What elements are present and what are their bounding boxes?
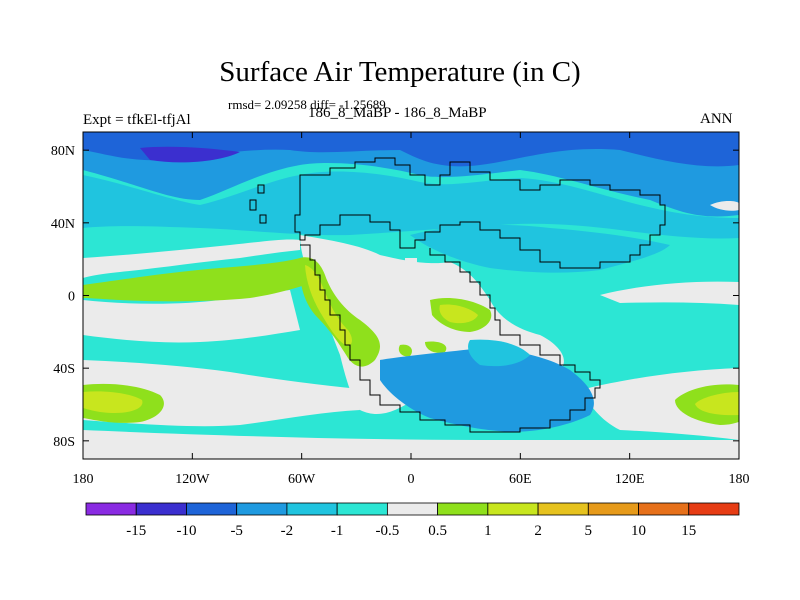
y-tick-label: 80S [53, 435, 75, 450]
coastline-south [300, 244, 601, 433]
colorbar: -15 -10 -5 -2 -1 -0.5 0.5 1 2 5 10 15 [85, 502, 740, 539]
y-tick-label: 40S [53, 362, 75, 377]
x-tick-label: 120E [615, 472, 645, 487]
colorbar-label: -15 [126, 523, 146, 539]
contour-field [83, 132, 739, 459]
x-tick-label: 60W [288, 472, 316, 487]
colorbar-label: -0.5 [376, 523, 400, 539]
field-equatorial-neutral [83, 290, 300, 343]
field-positive-yellow-east [439, 304, 478, 324]
season-label: ANN [700, 111, 733, 127]
field-arctic-min [140, 146, 240, 163]
colorbar-swatch [688, 502, 740, 516]
coastline-island-1 [257, 184, 265, 194]
colorbar-swatch [638, 502, 690, 516]
y-tick-label: 0 [68, 290, 75, 305]
y-tick-label: 80N [51, 144, 75, 159]
field-patch-1 [405, 258, 417, 268]
colorbar-swatch [135, 502, 187, 516]
field-southeast-yellow [695, 392, 739, 416]
field-southwest-yellow [83, 391, 143, 413]
field-positive-green-west [83, 258, 305, 302]
colorbar-label: 15 [681, 523, 696, 539]
field-subpolar-light [83, 171, 739, 239]
x-tick-label: 0 [408, 472, 415, 487]
colorbar-label: 5 [585, 523, 593, 539]
colorbar-label: -2 [281, 523, 294, 539]
colorbar-swatch [186, 502, 238, 516]
field-antarctic-neutral [83, 430, 739, 459]
colorbar-swatch [286, 502, 338, 516]
field-pacific-neutral-north [83, 239, 300, 278]
coastline [249, 157, 666, 433]
colorbar-label: 0.5 [428, 523, 447, 539]
period-label: 186_8_MaBP - 186_8_MaBP [308, 105, 487, 121]
field-ne-continent-light [410, 224, 670, 273]
stats-label: rmsd= 2.09258 diff= -1.25689 [228, 97, 386, 112]
field-east-pacific-neutral [600, 281, 739, 305]
axis-ticks: 180 120W 60W 0 60E 120E 180 80N 40N 0 40S 80S [51, 132, 750, 487]
colorbar-swatch [85, 502, 137, 516]
y-tick-label: 40N [51, 217, 75, 232]
experiment-label: Expt = tfkEl-tfjAl [83, 112, 191, 128]
x-tick-label: 180 [73, 472, 94, 487]
colorbar-swatch [336, 502, 388, 516]
x-tick-label: 60E [509, 472, 532, 487]
field-south-continent-blue [380, 348, 594, 432]
map-title: Surface Air Temperature (in C) [219, 56, 581, 88]
x-tick-label: 180 [729, 472, 750, 487]
field-south-continent-blue-light [468, 339, 530, 367]
coastline-island-2 [249, 199, 257, 211]
colorbar-label: -1 [331, 523, 344, 539]
colorbar-label: -5 [230, 523, 243, 539]
colorbar-label: 10 [631, 523, 646, 539]
field-arctic-band [83, 132, 739, 217]
colorbar-swatch [236, 502, 288, 516]
field-positive-green-small-2 [425, 341, 447, 353]
colorbar-swatch [487, 502, 539, 516]
x-tick-label: 120W [175, 472, 210, 487]
field-arctic-core [83, 132, 739, 167]
colorbar-label: 2 [534, 523, 542, 539]
field-east-south-neutral [580, 368, 739, 440]
colorbar-swatch [386, 502, 439, 516]
coastline-main [294, 157, 666, 269]
colorbar-label: -10 [176, 523, 196, 539]
colorbar-label: 1 [484, 523, 492, 539]
field-patch-2 [710, 200, 739, 211]
field-positive-green-small [398, 344, 412, 357]
colorbar-swatch [437, 502, 489, 516]
coastline-island-3 [259, 214, 267, 224]
colorbar-swatch [587, 502, 639, 516]
colorbar-swatch [537, 502, 589, 516]
